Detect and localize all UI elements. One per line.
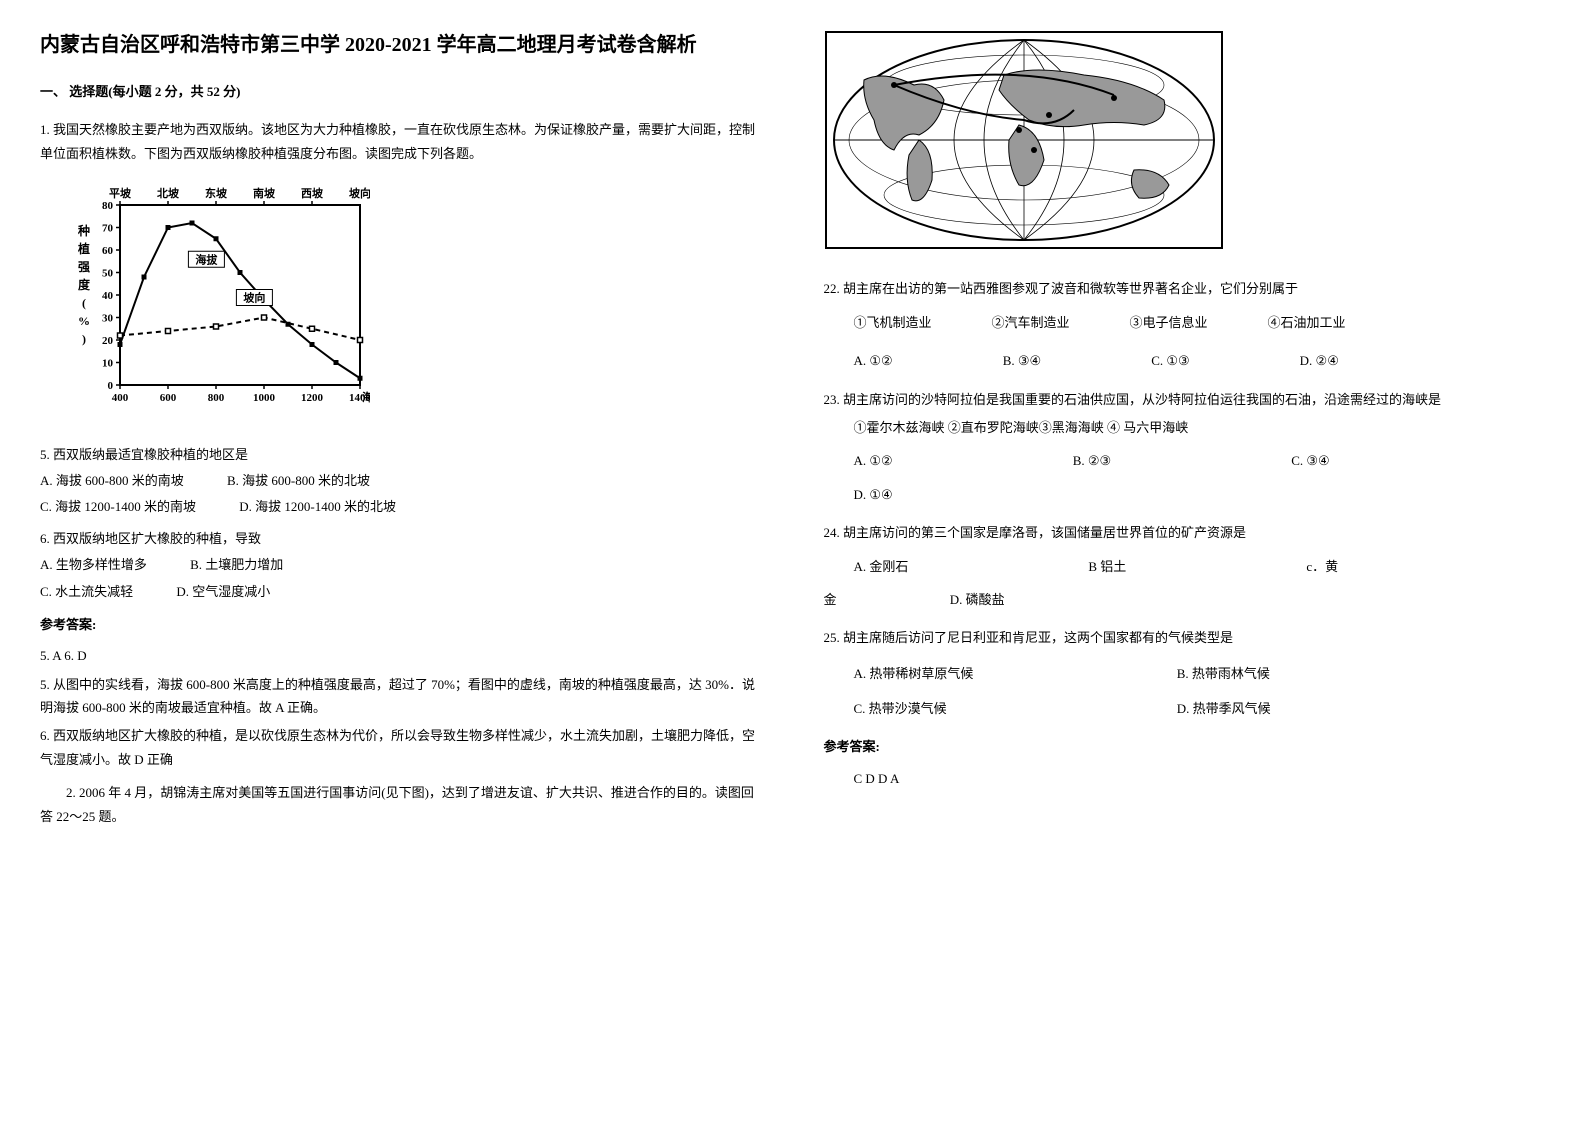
- q5-opt-b: B. 海拔 600-800 米的北坡: [227, 469, 370, 492]
- svg-text:坡向: 坡向: [349, 186, 370, 200]
- q6-opt-d: D. 空气湿度减小: [176, 580, 270, 603]
- svg-text:10: 10: [102, 358, 114, 370]
- svg-text:30: 30: [102, 313, 114, 325]
- svg-text:20: 20: [102, 335, 114, 347]
- svg-text:植: 植: [77, 241, 90, 256]
- svg-text:70: 70: [102, 223, 114, 235]
- q23-opt-c: C. ③④: [1291, 449, 1329, 472]
- q25-options-ab: A. 热带稀树草原气候 B. 热带雨林气候: [854, 662, 1548, 685]
- svg-text:50: 50: [102, 268, 114, 280]
- q25-opt-b: B. 热带雨林气候: [1177, 666, 1270, 681]
- q22-opt2: ②汽车制造业: [992, 311, 1070, 334]
- q1-intro: 1. 我国天然橡胶主要产地为西双版纳。该地区为大力种植橡胶，一直在砍伐原生态林。…: [40, 118, 764, 165]
- q24-text: 24. 胡主席访问的第三个国家是摩洛哥，该国储量居世界首位的矿产资源是: [824, 521, 1548, 544]
- q6-text: 6. 西双版纳地区扩大橡胶的种植，导致: [40, 527, 764, 550]
- q22-opt4: ④石油加工业: [1268, 311, 1346, 334]
- svg-text:): ): [82, 332, 86, 346]
- q23-opt-b: B. ②③: [1073, 449, 1111, 472]
- svg-text:1000: 1000: [253, 392, 276, 404]
- q2-intro: 2. 2006 年 4 月，胡锦涛主席对美国等五国进行国事访问(见下图)，达到了…: [40, 781, 764, 828]
- exam-title: 内蒙古自治区呼和浩特市第三中学 2020-2021 学年高二地理月考试卷含解析: [40, 30, 764, 60]
- q6-opt-a: A. 生物多样性增多: [40, 553, 147, 576]
- q24-opt-c2: 金: [824, 592, 837, 607]
- q24-opt-c: c．黄: [1306, 555, 1338, 578]
- svg-text:400: 400: [112, 392, 129, 404]
- svg-text:种: 种: [77, 223, 90, 238]
- svg-text:强: 强: [78, 260, 90, 274]
- q23-opt-a: A. ①②: [854, 449, 893, 472]
- svg-text:1200: 1200: [301, 392, 324, 404]
- q5-text: 5. 西双版纳最适宜橡胶种植的地区是: [40, 443, 764, 466]
- explanation-6: 6. 西双版纳地区扩大橡胶的种植，是以砍伐原生态林为代价，所以会导致生物多样性减…: [40, 724, 764, 771]
- answer-label-2: 参考答案:: [824, 735, 1548, 758]
- q6-options-cd: C. 水土流失减轻 D. 空气湿度减小: [40, 580, 764, 603]
- q25-text: 25. 胡主席随后访问了尼日利亚和肯尼亚，这两个国家都有的气候类型是: [824, 626, 1548, 649]
- q25-opt-c: C. 热带沙漠气候: [854, 697, 1174, 720]
- q25-opt-d: D. 热带季风气候: [1177, 701, 1271, 716]
- q5-opt-d: D. 海拔 1200-1400 米的北坡: [239, 495, 396, 518]
- right-column: 22. 胡主席在出访的第一站西雅图参观了波音和微软等世界著名企业，它们分别属于 …: [824, 30, 1548, 838]
- svg-text:北坡: 北坡: [157, 186, 180, 200]
- q22-abcd-options: A. ①② B. ③④ C. ①③ D. ②④: [854, 349, 1548, 372]
- answers-56: 5. A 6. D: [40, 644, 764, 667]
- q5-opt-a: A. 海拔 600-800 米的南坡: [40, 469, 184, 492]
- svg-text:海拔: 海拔: [195, 252, 218, 266]
- q22-opt-d: D. ②④: [1300, 349, 1339, 372]
- svg-text:60: 60: [102, 245, 114, 257]
- q22-opt-a: A. ①②: [854, 349, 893, 372]
- svg-text:东坡: 东坡: [205, 186, 228, 200]
- q25-options-cd: C. 热带沙漠气候 D. 热带季风气候: [854, 697, 1548, 720]
- q22-opt3: ③电子信息业: [1130, 311, 1208, 334]
- q6-opt-b: B. 土壤肥力增加: [190, 553, 283, 576]
- q23-text: 23. 胡主席访问的沙特阿拉伯是我国重要的石油供应国，从沙特阿拉伯运往我国的石油…: [824, 388, 1548, 411]
- svg-text:西坡: 西坡: [301, 186, 324, 200]
- planting-intensity-chart: 01020304050607080400600800100012001400平坡…: [70, 175, 370, 432]
- q24-opt-b: B 铝土: [1088, 555, 1126, 578]
- q6-opt-c: C. 水土流失减轻: [40, 580, 133, 603]
- svg-text:40: 40: [102, 290, 114, 302]
- q6-options-ab: A. 生物多样性增多 B. 土壤肥力增加: [40, 553, 764, 576]
- q22-opt-c: C. ①③: [1151, 349, 1189, 372]
- q5-options-ab: A. 海拔 600-800 米的南坡 B. 海拔 600-800 米的北坡: [40, 469, 764, 492]
- q23-numbered-options: ①霍尔木兹海峡 ②直布罗陀海峡③黑海海峡 ④ 马六甲海峡: [854, 416, 1548, 439]
- q23-abc-options: A. ①② B. ②③ C. ③④: [854, 449, 1548, 472]
- q5-options-cd: C. 海拔 1200-1400 米的南坡 D. 海拔 1200-1400 米的北…: [40, 495, 764, 518]
- q24-opt-c-d-line: 金 D. 磷酸盐: [824, 588, 1548, 611]
- q22-text: 22. 胡主席在出访的第一站西雅图参观了波音和微软等世界著名企业，它们分别属于: [824, 277, 1548, 300]
- q24-opt-d: D. 磷酸盐: [950, 592, 1005, 607]
- world-map: [824, 30, 1224, 257]
- q22-opt-b: B. ③④: [1003, 349, 1041, 372]
- q24-abc-options: A. 金刚石 B 铝土 c．黄: [854, 555, 1548, 578]
- svg-text:坡向: 坡向: [243, 291, 265, 305]
- svg-text:80: 80: [102, 200, 114, 212]
- answer-label-1: 参考答案:: [40, 613, 764, 636]
- q24-opt-a: A. 金刚石: [854, 555, 909, 578]
- explanation-5: 5. 从图中的实线看，海拔 600-800 米高度上的种植强度最高，超过了 70…: [40, 673, 764, 720]
- svg-text:南坡: 南坡: [253, 186, 276, 200]
- q23-opt-d: D. ①④: [854, 483, 1548, 506]
- svg-text:海拔(米): 海拔(米): [362, 390, 370, 404]
- svg-text:平坡: 平坡: [109, 186, 132, 200]
- svg-text:度: 度: [78, 277, 91, 292]
- svg-text:%: %: [78, 314, 90, 328]
- q5-opt-c: C. 海拔 1200-1400 米的南坡: [40, 495, 196, 518]
- svg-text:(: (: [82, 296, 86, 310]
- left-column: 内蒙古自治区呼和浩特市第三中学 2020-2021 学年高二地理月考试卷含解析 …: [40, 30, 764, 838]
- q22-opt1: ①飞机制造业: [854, 311, 932, 334]
- answers-22-25: C D D A: [854, 767, 1548, 790]
- q25-opt-a: A. 热带稀树草原气候: [854, 662, 1174, 685]
- svg-text:0: 0: [108, 380, 114, 392]
- section-header: 一、 选择题(每小题 2 分，共 52 分): [40, 80, 764, 103]
- svg-text:600: 600: [160, 392, 177, 404]
- svg-text:800: 800: [208, 392, 225, 404]
- q22-numbered-options: ①飞机制造业 ②汽车制造业 ③电子信息业 ④石油加工业: [854, 311, 1548, 334]
